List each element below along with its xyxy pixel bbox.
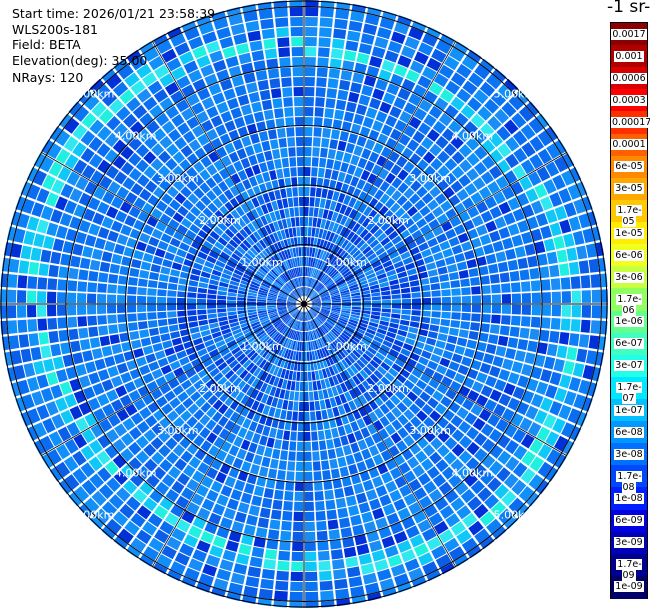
colorbar-label: 0.0001 [611,139,647,151]
range-label: 2.00km [199,214,241,227]
azimuth-line [40,151,305,305]
instrument-name-text: WLS200s-181 [12,22,98,37]
colorbar-label: 3e-07 [614,360,644,372]
azimuth-line [303,303,568,457]
colorbar-label: 3e-06 [614,271,644,283]
colorbar-label: 0.0017 [611,28,647,40]
colorbar-label: 6e-08 [614,426,644,438]
range-label: 1.00km [241,256,283,269]
range-label: 5.00km [494,88,536,101]
colorbar-label: 6e-05 [614,161,644,173]
range-label: 1.00km [325,256,367,269]
colorbar-label: 1.7e-06 [616,293,642,316]
field-text: Field: BETA [12,37,81,52]
range-gates [0,0,608,608]
colorbar-label: 1.7e-08 [616,470,642,493]
range-label: 2.00km [367,382,409,395]
start-time-text: Start time: 2026/01/21 23:58:39 [12,6,216,21]
colorbar-label: 6e-07 [614,338,644,350]
azimuth-line [151,303,305,568]
range-label: 4.00km [452,130,494,143]
range-label: 5.00km [73,88,115,101]
range-label: 5.00km [73,508,115,521]
elevation-text: Elevation(deg): 35.00 [12,53,148,68]
range-labels: 1.00km 1.00km 1.00km 1.00km 2.00km 2.00km 2.00… [73,88,535,522]
colorbar-label: 1e-08 [614,492,644,504]
colorbar-label: 1.7e-09 [616,559,642,582]
range-label: 2.00km [199,382,241,395]
colorbar-label: 0.0003 [611,94,647,106]
range-label: 1.00km [241,340,283,353]
colorbar-label: 6e-06 [614,249,644,261]
colorbar-label: 1e-09 [614,581,644,593]
colorbar-label: 0.0006 [611,72,647,84]
colorbar-label: 1e-06 [614,316,644,328]
azimuth-line [303,303,457,568]
range-label: 5.00km [494,508,536,521]
radar-center [301,301,307,307]
colorbar-label: 1e-07 [614,404,644,416]
range-label: 3.00km [409,172,451,185]
colorbar-label: 3e-08 [614,448,644,460]
colorbar-title: -1 sr-1 [607,0,650,17]
colorbar-label: 1e-05 [614,227,644,239]
azimuth-line [40,303,305,457]
colorbar-label: 3e-09 [614,537,644,549]
colorbar-label: 0.00017 [611,117,650,129]
range-label: 3.00km [157,172,199,185]
range-label: 4.00km [115,130,157,143]
range-label: 2.00km [367,214,409,227]
range-label: 4.00km [452,466,494,479]
colorbar-label: 6e-09 [614,515,644,527]
range-label: 3.00km [157,424,199,437]
azimuth-line [303,40,457,305]
colorbar: 0.0017 0.001 0.0006 0.0003 0.00017 0.0001 6e-0… [610,22,650,599]
azimuth-line [151,40,305,305]
azimuth-line [303,151,568,305]
colorbar-label: 0.001 [614,50,644,62]
colorbar-label: 1.7e-07 [616,382,642,405]
ppi-scan-display: 1.00km 1.00km 1.00km 1.00km 2.00km 2.00km 2.00… [0,0,608,608]
colorbar-label: 1.7e-05 [616,205,642,228]
nrays-text: NRays: 120 [12,70,84,85]
range-label: 3.00km [409,424,451,437]
range-label: 1.00km [325,340,367,353]
range-label: 4.00km [115,466,157,479]
colorbar-label: 3e-05 [614,183,644,195]
